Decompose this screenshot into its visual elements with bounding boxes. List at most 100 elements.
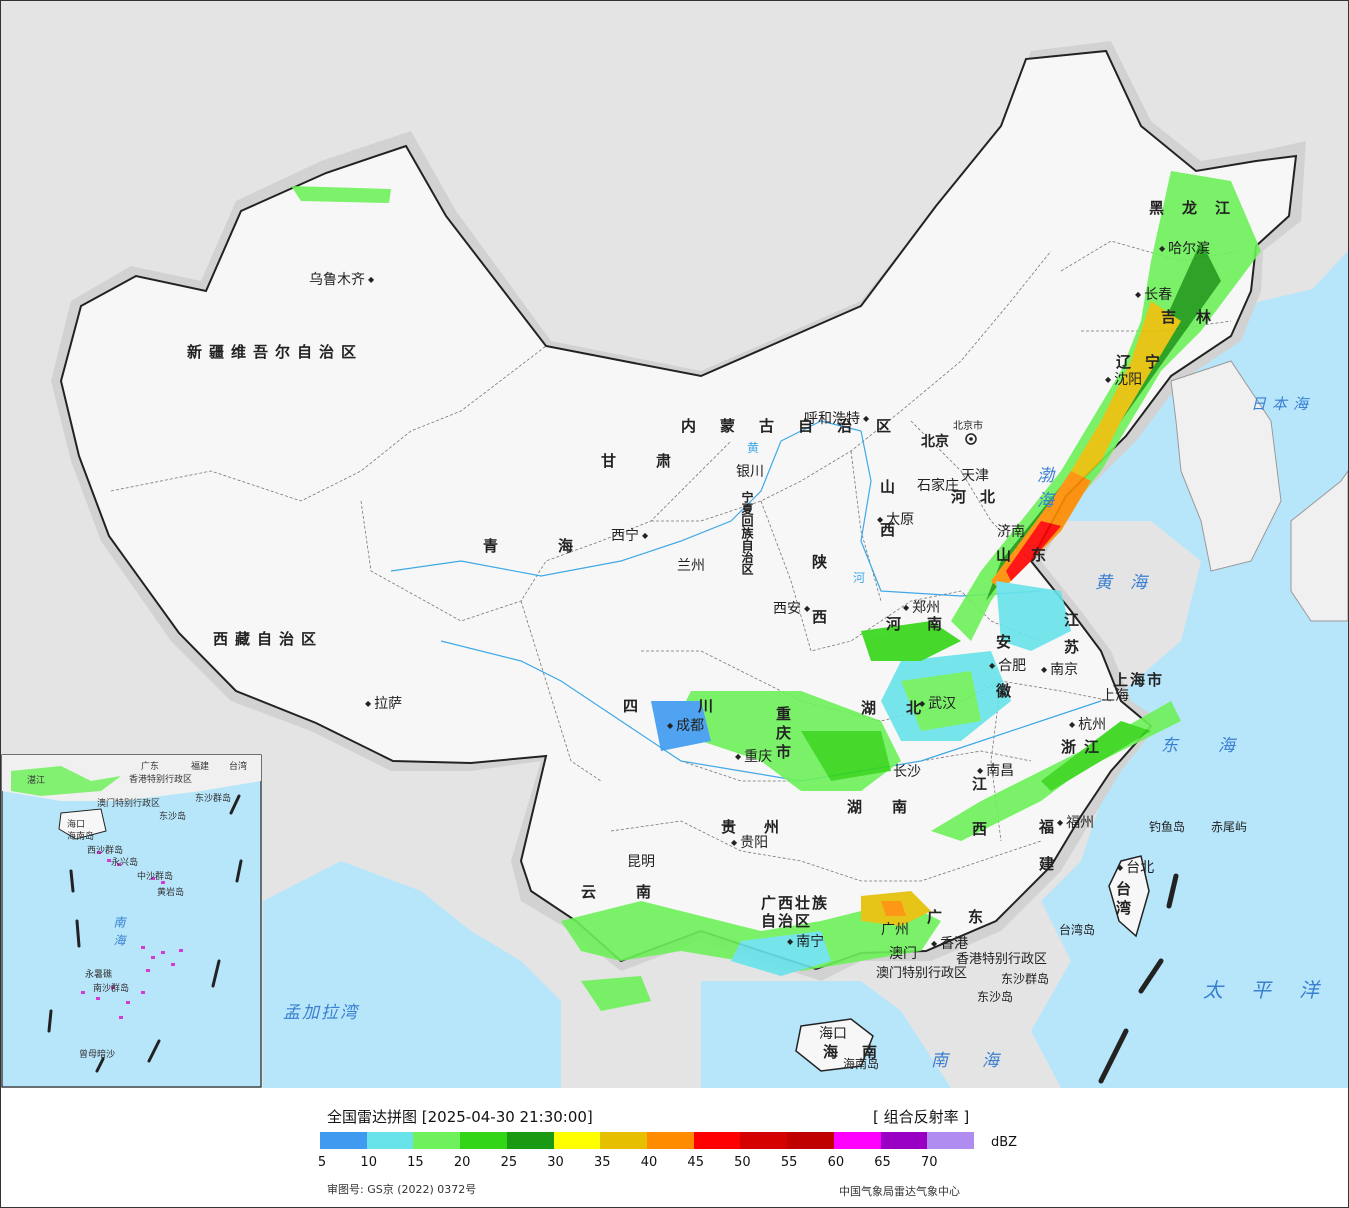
city-lhasa: 拉萨: [365, 693, 402, 713]
region-label-xinjiang: 新疆维吾尔自治区: [187, 343, 364, 361]
region-label-gansu: 甘肃: [601, 452, 712, 470]
region-label-hubei: 湖北: [861, 699, 952, 717]
inset-label-hainan-island: 海南岛: [67, 832, 95, 842]
legend-swatch: [460, 1132, 507, 1149]
legend-product: [ 组合反射率 ]: [873, 1108, 970, 1126]
legend-swatch: [927, 1132, 975, 1149]
island-label-hainan-island: 海南岛: [843, 1057, 880, 1071]
region-label-yunnan: 云南: [581, 883, 692, 901]
city-taiyuan: 太原: [877, 509, 914, 529]
city-guiyang: 贵阳: [731, 832, 768, 852]
legend-approval: 审图号: GS京 (2022) 0372号: [327, 1183, 477, 1196]
legend-ticks: 5 10 15 20 25 30 35 40 45 50 55 60 65 70: [306, 1155, 1006, 1173]
legend-swatch: [740, 1132, 788, 1149]
city-shanghai: 上海: [1101, 688, 1129, 704]
inset-label-zhongsha: 中沙群岛: [137, 872, 174, 882]
legend-unit: dBZ: [991, 1135, 1018, 1150]
inset-label-hongkong: 香港特别行政区: [129, 775, 193, 785]
island-label-dongsha-islands: 东沙群岛: [1001, 972, 1050, 986]
city-changchun: 长春: [1135, 284, 1172, 304]
capital-label: 北京: [921, 434, 949, 450]
region-label-jiangxi: 江西: [970, 776, 988, 866]
japan-islands: [1290, 470, 1348, 622]
inset-label-zengmu: 曾母暗沙: [79, 1050, 116, 1060]
inset-label-zhanjiang: 湛江: [27, 776, 46, 786]
city-hefei: 合肥: [989, 655, 1026, 675]
legend-swatch: [553, 1132, 601, 1149]
korea-peninsula: [1170, 360, 1282, 572]
legend-color-bar: [320, 1132, 975, 1149]
region-label-guangdong: 广东: [927, 908, 1010, 926]
legend-tick-label: 5: [317, 1155, 327, 1170]
sea-label-donghai: 东海: [1161, 736, 1275, 756]
sea-label-bengal: 孟加拉湾: [283, 1003, 359, 1023]
city-kunming: 昆明: [627, 854, 655, 870]
sea-label-bohai: 渤海: [1033, 466, 1053, 516]
region-label-jilin: 吉林: [1161, 308, 1232, 326]
boundary-dash-marks: [1098, 873, 1179, 1084]
bengal-sea-area: [263, 861, 561, 1088]
city-urumqi: 乌鲁木齐: [309, 269, 374, 289]
legend-title: 全国雷达拼图 [2025-04-30 21:30:00]: [327, 1108, 593, 1126]
inset-label-fujian: 福建: [191, 762, 210, 772]
legend-tick-label: 50: [734, 1155, 751, 1170]
legend-swatch: [413, 1132, 461, 1149]
city-fuzhou: 福州: [1057, 812, 1094, 832]
island-label-chiwei: 赤尾屿: [1211, 820, 1248, 834]
island-label-taiwan-island: 台湾岛: [1059, 923, 1096, 937]
region-label-jiangsu: 江苏: [1062, 612, 1080, 666]
city-chengdu: 成都: [667, 715, 704, 735]
city-hangzhou: 杭州: [1069, 714, 1106, 734]
legend-tick-label: 30: [547, 1155, 564, 1170]
city-harbin: 哈尔滨: [1159, 238, 1210, 258]
legend-tick-label: 15: [407, 1155, 424, 1170]
region-label-guangxi: 广西壮族自治区: [761, 894, 830, 930]
legend-tick-label: 45: [687, 1155, 704, 1170]
inset-label-yongxing: 永兴岛: [111, 858, 139, 868]
region-label-tianjin: 天津: [961, 468, 989, 484]
city-nanchang: 南昌: [977, 760, 1014, 780]
city-macau: 澳门: [889, 946, 917, 962]
region-label-henan: 河南: [886, 615, 969, 633]
region-label-heilongjiang: 黑龙江: [1149, 199, 1249, 217]
radar-map: [1, 1, 1348, 1088]
legend-tick-label: 25: [500, 1155, 518, 1170]
region-label-liaoning: 辽宁: [1116, 353, 1175, 371]
region-label-xizang: 西藏自治区: [213, 630, 324, 648]
region-label-zhejiang: 浙江: [1061, 738, 1108, 756]
city-jinan: 济南: [997, 524, 1025, 540]
south-china-sea-inset: [1, 754, 262, 1088]
region-label-hebei: 河北: [951, 488, 1010, 506]
inset-sea-label: 南海: [112, 916, 126, 952]
legend-tick-label: 70: [921, 1155, 938, 1170]
region-label-hongkong-sar: 香港特别行政区: [956, 952, 1048, 967]
region-label-hainan: 海南: [823, 1043, 902, 1061]
city-wuhan: 武汉: [919, 693, 956, 713]
city-nanning: 南宁: [787, 931, 824, 951]
capital-marker: [965, 433, 977, 445]
region-label-ningxia: 宁夏回族自治区: [740, 491, 754, 575]
city-hongkong: 香港: [931, 933, 968, 953]
region-label-macau-sar: 澳门特别行政区: [876, 966, 968, 981]
city-shenyang: 沈阳: [1105, 369, 1142, 389]
legend-tick-label: 60: [827, 1155, 845, 1170]
inset-label-haikou: 海口: [67, 820, 86, 830]
city-chongqing: 重庆: [735, 746, 772, 766]
inset-label-macau: 澳门特别行政区: [97, 799, 161, 809]
city-hohhot: 呼和浩特: [804, 408, 869, 428]
legend-swatch: [880, 1132, 928, 1149]
legend-swatch: [693, 1132, 741, 1149]
region-label-sichuan: 四川: [623, 697, 774, 715]
legend-swatch: [787, 1132, 834, 1149]
legend-swatch: [506, 1132, 554, 1149]
inset-label-yongshu: 永暑礁: [85, 970, 113, 980]
region-label-qinghai: 青海: [483, 537, 634, 555]
region-label-neimenggu: 内蒙古自治区: [681, 417, 916, 435]
city-lanzhou: 兰州: [677, 558, 705, 574]
inset-label-guangdong: 广东: [141, 762, 160, 772]
sea-label-nanhai: 南海: [931, 1051, 1033, 1071]
region-label-chongqing: 重庆市: [774, 706, 792, 763]
region-label-shanghai: 上海市: [1113, 671, 1165, 689]
inset-label-huangyan: 黄岩岛: [157, 888, 185, 898]
